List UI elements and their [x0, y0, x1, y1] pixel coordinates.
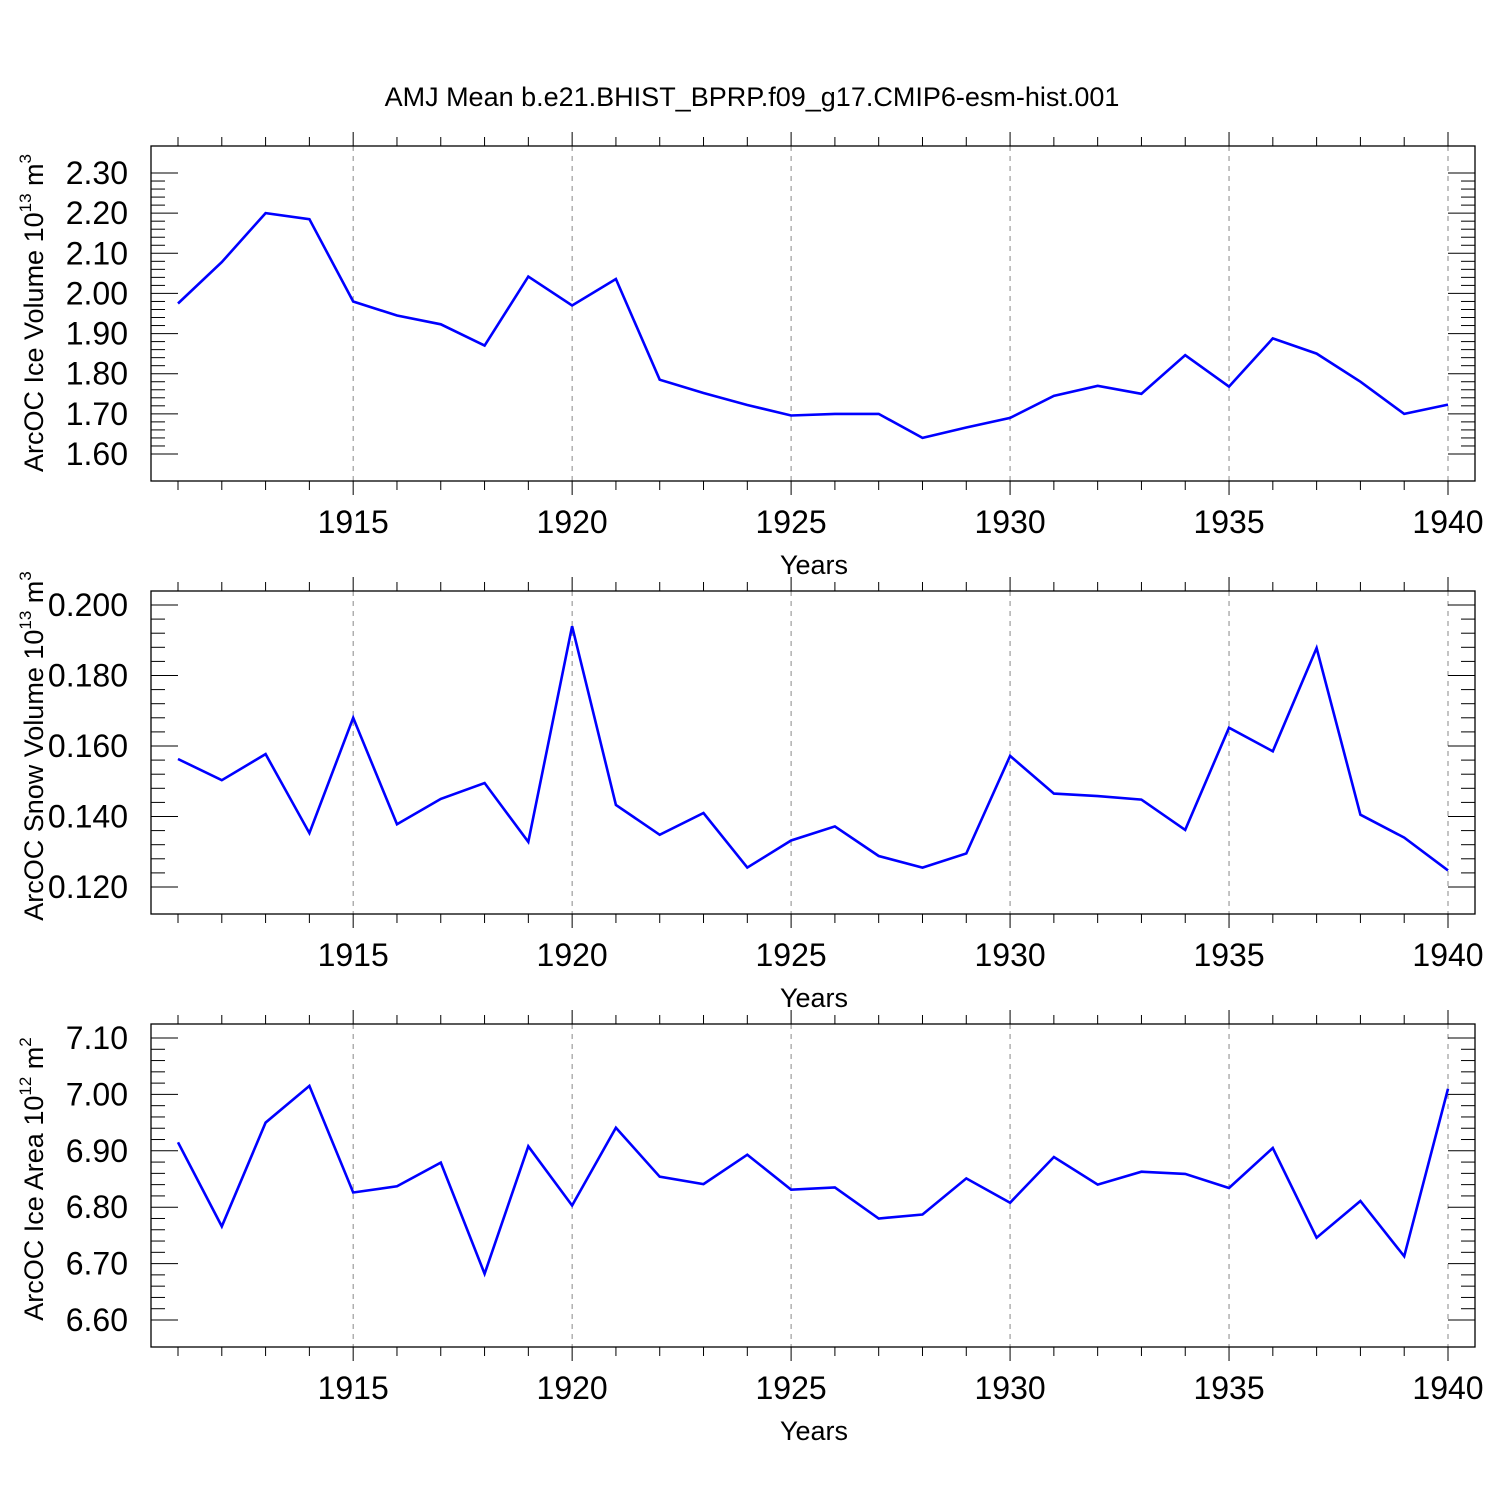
x-tick-label: 1935: [1193, 1370, 1264, 1406]
y-tick-label: 6.90: [66, 1133, 128, 1169]
x-tick-label: 1940: [1412, 937, 1483, 973]
y-axis-label: ArcOC Snow Volume 1013 m3: [16, 571, 49, 921]
y-tick-label: 0.140: [48, 799, 128, 835]
x-tick-label: 1930: [974, 1370, 1045, 1406]
y-tick-label: 7.00: [66, 1076, 128, 1112]
x-tick-label: 1940: [1412, 504, 1483, 540]
x-tick-label: 1935: [1193, 504, 1264, 540]
y-axis-label: ArcOC Ice Volume 1013 m3: [16, 154, 49, 472]
x-tick-label: 1930: [974, 504, 1045, 540]
x-tick-label: 1925: [756, 937, 827, 973]
chart-panel-2: 0.120 0.140 0.160 0.180 0.200 1915 1920 1925 193…: [16, 571, 1484, 1013]
x-tick-label: 1915: [318, 1370, 389, 1406]
chart-panels: 1.60 1.70 1.80 1.90 2.00 2.10 2.20 2.30 1915 1920…: [16, 132, 1484, 1446]
y-tick-label: 1.60: [66, 436, 128, 472]
chart-title: AMJ Mean b.e21.BHIST_BPRP.f09_g17.CMIP6-…: [385, 82, 1120, 112]
y-tick-label: 1.70: [66, 396, 128, 432]
x-tick-label: 1935: [1193, 937, 1264, 973]
y-tick-label: 0.180: [48, 658, 128, 694]
x-tick-label: 1920: [537, 1370, 608, 1406]
series-line: [177, 625, 1449, 872]
series-line: [176, 1083, 1450, 1278]
x-tick-label: 1925: [756, 504, 827, 540]
y-tick-label: 2.30: [66, 155, 128, 191]
plot-frame: [150, 1023, 1476, 1348]
plot-frame: [150, 590, 1476, 915]
x-tick-label: 1930: [974, 937, 1045, 973]
y-tick-label: 1.90: [66, 316, 128, 352]
x-tick-label: 1920: [537, 504, 608, 540]
y-axis-label: ArcOC Ice Area 1012 m2: [16, 1037, 49, 1321]
y-tick-label: 2.00: [66, 275, 128, 311]
y-tick-label: 6.60: [66, 1302, 128, 1338]
y-tick-label: 6.70: [66, 1246, 128, 1282]
chart-panel-1: 1.60 1.70 1.80 1.90 2.00 2.10 2.20 2.30 1915 1920…: [16, 132, 1484, 580]
y-tick-label: 0.200: [48, 587, 128, 623]
y-tick-label: 7.10: [66, 1020, 128, 1056]
x-tick-label: 1915: [318, 937, 389, 973]
y-tick-label: 6.80: [66, 1189, 128, 1225]
plot-frame: [150, 145, 1476, 482]
x-tick-label: 1925: [756, 1370, 827, 1406]
series-line: [177, 211, 1449, 440]
x-tick-label: 1920: [537, 937, 608, 973]
x-axis-label: Years: [780, 550, 848, 580]
y-tick-label: 2.10: [66, 235, 128, 271]
y-tick-label: 0.120: [48, 869, 128, 905]
x-axis-label: Years: [780, 983, 848, 1013]
x-tick-label: 1915: [318, 504, 389, 540]
y-tick-label: 2.20: [66, 195, 128, 231]
x-axis-label: Years: [780, 1416, 848, 1446]
y-tick-label: 1.80: [66, 356, 128, 392]
chart-panel-3: 6.60 6.70 6.80 6.90 7.00 7.10 1915 1920 1925 1930…: [16, 1010, 1484, 1446]
y-tick-label: 0.160: [48, 728, 128, 764]
x-tick-label: 1940: [1412, 1370, 1483, 1406]
